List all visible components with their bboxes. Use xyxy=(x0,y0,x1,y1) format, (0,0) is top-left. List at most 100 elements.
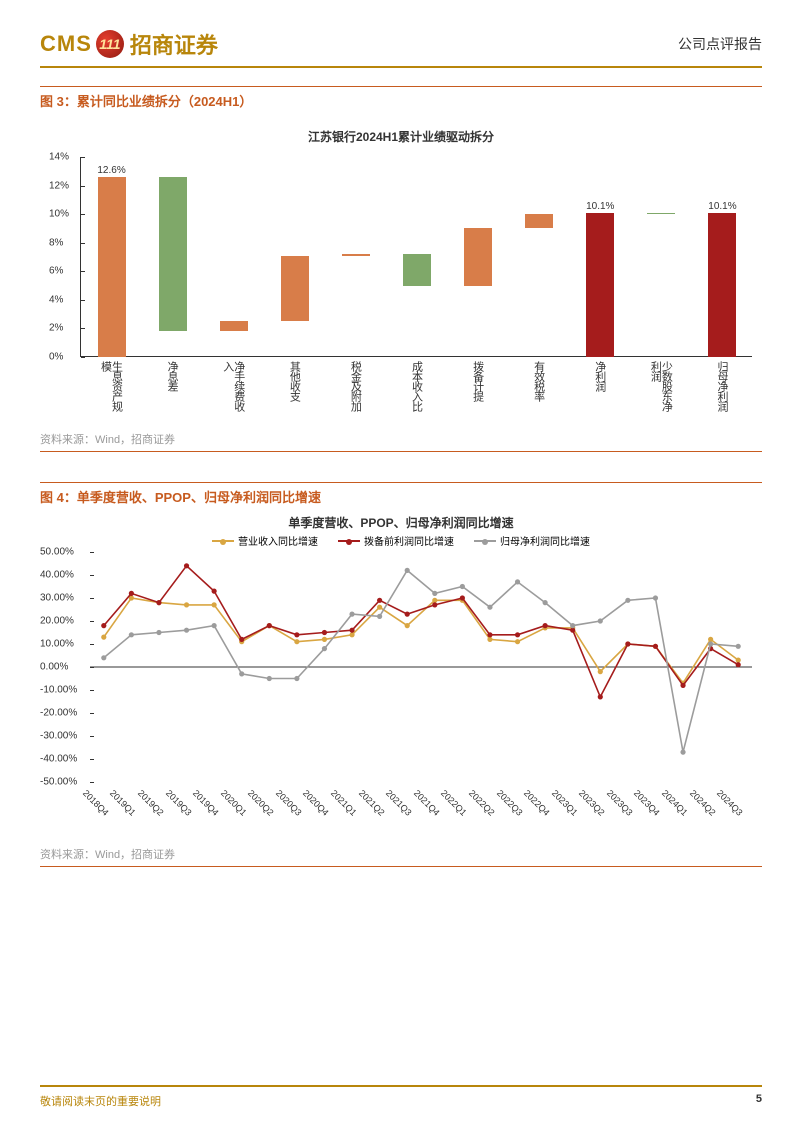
line-y-tick: 40.00% xyxy=(40,570,74,581)
line-marker xyxy=(708,641,713,646)
line-marker xyxy=(432,591,437,596)
line-marker xyxy=(598,669,603,674)
line-x-label: 2022Q3 xyxy=(494,788,524,818)
waterfall-x-label: 有效税率 xyxy=(533,361,544,401)
waterfall-bar xyxy=(464,228,492,285)
figure-3-block: 图 3：累计同比业绩拆分（2024H1） 江苏银行2024H1累计业绩驱动拆分 … xyxy=(40,86,762,452)
waterfall-x-label: 拨备计提 xyxy=(472,361,483,401)
line-marker xyxy=(460,595,465,600)
line-x-label: 2021Q2 xyxy=(357,788,387,818)
line-chart-title: 单季度营收、PPOP、归母净利润同比增速 xyxy=(40,514,762,531)
legend-label: 归母净利润同比增速 xyxy=(500,533,590,548)
line-x-label: 2020Q3 xyxy=(274,788,304,818)
waterfall-bar xyxy=(281,256,309,322)
waterfall-y-tick: 0% xyxy=(49,352,63,363)
line-series xyxy=(104,570,738,752)
line-marker xyxy=(708,637,713,642)
line-marker xyxy=(736,644,741,649)
line-marker xyxy=(543,623,548,628)
line-marker xyxy=(625,598,630,603)
line-marker xyxy=(294,632,299,637)
waterfall-bar-label: 10.1% xyxy=(586,201,614,212)
page-header: CMS 111 招商证券 公司点评报告 xyxy=(40,28,762,68)
line-marker xyxy=(460,584,465,589)
waterfall-bar xyxy=(159,177,187,331)
waterfall-x-label: 生息资产规模 xyxy=(100,361,122,417)
line-x-label: 2023Q2 xyxy=(577,788,607,818)
figure-4-caption: 单季度营收、PPOP、归母净利润同比增速 xyxy=(77,490,321,505)
line-marker xyxy=(487,637,492,642)
line-marker xyxy=(653,595,658,600)
waterfall-x-label: 净手续费收入 xyxy=(222,361,244,417)
waterfall-bar xyxy=(220,321,248,331)
waterfall-y-tick: 10% xyxy=(49,209,69,220)
line-marker xyxy=(405,623,410,628)
line-marker xyxy=(736,658,741,663)
line-x-label: 2024Q1 xyxy=(660,788,690,818)
line-marker xyxy=(294,639,299,644)
line-x-label: 2021Q4 xyxy=(412,788,442,818)
waterfall-x-label: 净利润 xyxy=(594,361,605,391)
legend-item: 营业收入同比增速 xyxy=(212,533,318,548)
line-marker xyxy=(212,602,217,607)
waterfall-y-tick: 2% xyxy=(49,323,63,334)
figure-3-prefix: 图 3： xyxy=(40,94,77,109)
line-x-label: 2021Q3 xyxy=(384,788,414,818)
waterfall-x-label: 成本收入比 xyxy=(411,361,422,411)
figure-4-source: 资料来源：Wind，招商证券 xyxy=(40,842,762,862)
line-series xyxy=(104,566,738,697)
page-number: 5 xyxy=(756,1093,762,1109)
line-marker xyxy=(184,602,189,607)
line-marker xyxy=(653,644,658,649)
line-x-label: 2023Q1 xyxy=(550,788,580,818)
line-marker xyxy=(349,628,354,633)
line-marker xyxy=(515,639,520,644)
figure-3-title: 图 3：累计同比业绩拆分（2024H1） xyxy=(40,86,762,110)
line-marker xyxy=(680,750,685,755)
legend-label: 拨备前利润同比增速 xyxy=(364,533,454,548)
figure-3-source: 资料来源：Wind，招商证券 xyxy=(40,427,762,447)
line-x-label: 2022Q4 xyxy=(522,788,552,818)
line-marker xyxy=(267,623,272,628)
line-x-label: 2024Q2 xyxy=(688,788,718,818)
line-marker xyxy=(405,612,410,617)
line-y-tick: 0.00% xyxy=(40,662,68,673)
line-marker xyxy=(184,563,189,568)
waterfall-x-label: 税金及附加 xyxy=(349,361,360,411)
line-y-tick: 20.00% xyxy=(40,616,74,627)
figure-4-block: 图 4：单季度营收、PPOP、归母净利润同比增速 单季度营收、PPOP、归母净利… xyxy=(40,482,762,867)
line-marker xyxy=(598,618,603,623)
line-marker xyxy=(570,623,575,628)
line-x-label: 2019Q1 xyxy=(108,788,138,818)
line-x-label: 2022Q1 xyxy=(439,788,469,818)
legend-label: 营业收入同比增速 xyxy=(238,533,318,548)
line-x-label: 2019Q2 xyxy=(136,788,166,818)
logo-en: CMS xyxy=(40,31,92,57)
waterfall-bar xyxy=(98,177,126,357)
line-marker xyxy=(543,600,548,605)
waterfall-bar xyxy=(525,214,553,228)
logo-badge-icon: 111 xyxy=(96,30,124,58)
line-chart-legend: 营业收入同比增速 拨备前利润同比增速 归母净利润同比增速 xyxy=(40,533,762,548)
waterfall-x-label: 归母净利润 xyxy=(716,361,727,411)
line-marker xyxy=(349,632,354,637)
line-marker xyxy=(377,598,382,603)
report-type: 公司点评报告 xyxy=(678,34,762,54)
legend-item: 归母净利润同比增速 xyxy=(474,533,590,548)
waterfall-y-tick: 8% xyxy=(49,237,63,248)
logo-cn: 招商证券 xyxy=(130,28,218,60)
waterfall-y-tick: 4% xyxy=(49,294,63,305)
line-x-label: 2019Q4 xyxy=(191,788,221,818)
waterfall-x-label: 少数股东净利润 xyxy=(649,361,671,417)
line-x-label: 2020Q2 xyxy=(246,788,276,818)
waterfall-bar xyxy=(647,213,675,214)
line-x-label: 2020Q1 xyxy=(219,788,249,818)
page-footer: 敬请阅读末页的重要说明 5 xyxy=(40,1085,762,1109)
line-marker xyxy=(101,635,106,640)
waterfall-y-tick: 6% xyxy=(49,266,63,277)
logo-block: CMS 111 招商证券 xyxy=(40,28,218,60)
line-y-tick: 10.00% xyxy=(40,639,74,650)
line-x-label: 2021Q1 xyxy=(329,788,359,818)
line-marker xyxy=(267,676,272,681)
line-marker xyxy=(405,568,410,573)
